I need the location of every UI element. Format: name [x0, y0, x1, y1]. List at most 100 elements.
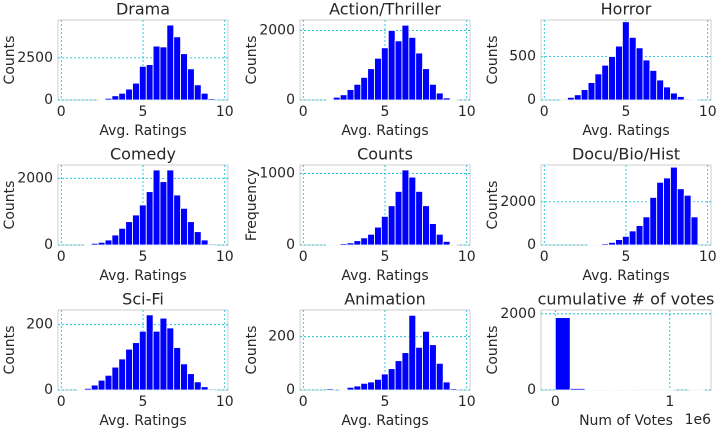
bar [132, 82, 140, 101]
bar [670, 92, 678, 101]
bar [367, 68, 375, 101]
bar [367, 381, 375, 391]
bar [422, 205, 430, 246]
bar [415, 191, 423, 246]
bar [152, 330, 161, 391]
bar [649, 70, 658, 101]
x-tick-label: 0 [57, 394, 66, 410]
y-tick-label: 0 [527, 92, 536, 108]
bar [159, 181, 168, 246]
subplot-title: Drama [116, 0, 170, 19]
bar [374, 226, 382, 246]
bar [353, 83, 362, 101]
bar [339, 388, 348, 391]
bar [381, 373, 389, 391]
bar [628, 230, 637, 246]
subplot-title: Counts [357, 145, 413, 164]
y-tick-label: 200 [26, 317, 53, 333]
subplot: 0 5 10 0 2000 Docu/Bio/Hist Avg. Ratings Counts [485, 145, 717, 285]
bar [166, 169, 175, 246]
x-tick-label: 10 [458, 394, 476, 410]
x-offset-label: 1e6 [685, 412, 712, 428]
bar [435, 362, 444, 391]
x-axis-label: Avg. Ratings [99, 413, 186, 429]
bar [360, 237, 369, 246]
y-tick-label: 2000 [259, 22, 295, 38]
bar [90, 384, 99, 391]
bar [139, 65, 147, 101]
x-axis-label: Avg. Ratings [582, 123, 669, 139]
subplot: 0 5 10 0 500 Horror Avg. Ratings Counts [485, 0, 717, 139]
bar [125, 221, 133, 246]
x-axis-label: Avg. Ratings [341, 268, 428, 284]
bar [601, 64, 610, 101]
subplot-title: Docu/Bio/Hist [572, 145, 680, 164]
bar [111, 234, 120, 246]
subplot: 0 5 10 0 1000 Counts Avg. Ratings Frequency [244, 145, 476, 285]
bar [353, 385, 362, 391]
bar [125, 348, 133, 391]
bar [615, 45, 623, 101]
bar [104, 97, 113, 101]
bar [139, 330, 147, 391]
subplot: 0 5 10 0 2000 Comedy Avg. Ratings Counts [2, 145, 234, 285]
bar [200, 386, 209, 391]
bar [97, 241, 106, 246]
bar [193, 381, 202, 391]
x-tick-label: 5 [139, 394, 148, 410]
bar [200, 92, 209, 101]
bar [353, 240, 362, 246]
bar [187, 373, 195, 391]
bar [187, 68, 195, 101]
bar [429, 83, 437, 101]
bar [159, 317, 168, 391]
y-axis-label: Counts [485, 181, 501, 230]
y-tick-label: 0 [44, 382, 53, 398]
bar [111, 95, 120, 101]
x-tick-label: 5 [381, 104, 390, 120]
bar [642, 216, 651, 246]
bar [594, 243, 603, 246]
bar [449, 243, 458, 246]
y-axis-label: Counts [485, 326, 501, 375]
subplot-title: cumulative # of votes [538, 290, 715, 309]
y-axis-label: Counts [2, 36, 18, 85]
bar [387, 205, 396, 246]
y-axis-label: Counts [2, 181, 18, 230]
bar [554, 317, 571, 391]
bar [449, 388, 458, 391]
bar [152, 45, 161, 101]
y-tick-label: 500 [509, 49, 536, 65]
bar [635, 47, 644, 101]
bar [401, 352, 410, 391]
bar [207, 243, 216, 246]
bar [422, 68, 430, 101]
bar [332, 243, 341, 246]
subplot: 0 5 10 0 2000 Action/Thriller Avg. Ratings Coun… [244, 0, 476, 139]
bar [601, 243, 610, 246]
y-tick-label: 2000 [500, 306, 536, 322]
bar [670, 166, 678, 246]
y-tick-label: 0 [44, 92, 53, 108]
bar [435, 92, 444, 101]
subplot: 0 5 10 0 200 Animation Avg. Ratings Counts [244, 290, 476, 430]
bar [415, 52, 423, 101]
bar [332, 96, 341, 101]
bar [84, 387, 92, 391]
bar [207, 98, 216, 101]
y-tick-label: 0 [44, 237, 53, 253]
bar [401, 169, 410, 246]
bar [145, 64, 154, 101]
bar [159, 46, 168, 101]
y-axis-label: Counts [2, 326, 18, 375]
bar [346, 89, 355, 101]
y-axis-label: Counts [244, 36, 260, 85]
x-tick-label: 0 [57, 104, 66, 120]
bar [608, 242, 616, 246]
subplot-title: Action/Thriller [329, 0, 441, 19]
bar [567, 96, 575, 101]
bar [187, 221, 195, 246]
bar [374, 378, 382, 391]
x-tick-label: 0 [540, 104, 549, 120]
x-tick-label: 0 [551, 394, 560, 410]
